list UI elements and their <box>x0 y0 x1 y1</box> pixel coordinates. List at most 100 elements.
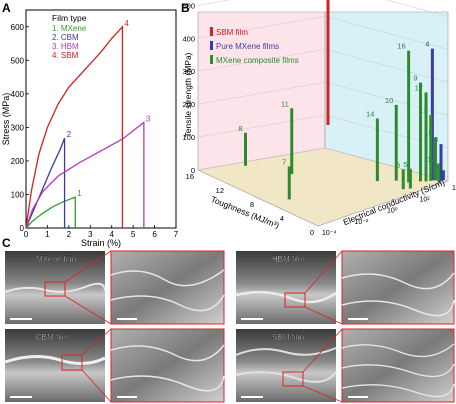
y-tick-label: 600 <box>11 23 25 32</box>
sem-texture <box>110 269 225 312</box>
bar <box>394 104 398 181</box>
z-tick-label: 200 <box>182 100 195 109</box>
bar-label: 6 <box>396 160 400 169</box>
stress-strain-chart: 0 1 2 3 4 5 6 7 0 100 200 300 400 500 600 1 2 3 4 Film ty… <box>1 9 179 248</box>
plot-frame <box>25 9 177 229</box>
series-line-3 <box>25 121 145 229</box>
series-end-label: 2 <box>67 130 72 139</box>
bar <box>287 166 291 200</box>
axis-ticks: 0 1 2 3 4 5 6 7 0 100 200 300 400 500 600 <box>11 23 179 239</box>
y-tick-label: 0 <box>20 224 25 233</box>
sem-zoom-box <box>61 354 83 371</box>
bar-label: 14 <box>366 110 374 119</box>
bar <box>439 144 443 181</box>
sem-overview-hbm <box>236 251 336 324</box>
x-tick-label: 2 <box>67 230 72 239</box>
bar <box>375 118 379 182</box>
bar <box>408 168 412 189</box>
series-end-label: 4 <box>124 19 129 28</box>
series-lines: 1 2 3 4 <box>25 19 151 229</box>
legend-entry: 2. CBM <box>52 33 79 42</box>
legend-swatch <box>210 41 213 50</box>
x-tick-label: 0 <box>310 228 314 237</box>
bar-label: 9 <box>413 74 417 83</box>
sem-texture <box>235 290 337 304</box>
bar <box>430 48 434 181</box>
sem-texture <box>341 272 455 317</box>
y-tick-label: 100 <box>11 190 25 199</box>
sem-micrographs: MXene film CBM film HBM film SBM fi <box>4 250 455 403</box>
bar <box>401 169 405 190</box>
panel-a-letter: A <box>2 1 11 15</box>
bar-label: 5 <box>403 160 407 169</box>
sem-zoom-box <box>44 281 66 297</box>
sem-detail-hbm <box>341 250 455 325</box>
x-tick-label: 8 <box>250 200 254 209</box>
zoom-connector <box>304 306 343 325</box>
bar-label: 15 <box>424 129 432 138</box>
panel-b-letter: B <box>181 1 190 15</box>
bar-label: 13 <box>419 106 427 115</box>
scale-bar <box>241 396 263 398</box>
sem-label-mxene: MXene film <box>36 255 76 264</box>
x-tick-label: 3 <box>88 230 93 239</box>
bar <box>244 132 247 166</box>
sem-label-cbm: CBM film <box>36 333 69 342</box>
grid-line <box>197 114 449 149</box>
zoom-connector <box>64 250 112 283</box>
zoom-connector <box>81 369 112 403</box>
y-tick-label: 10⁻⁴ <box>322 230 337 237</box>
y-tick-label: 10⁴ <box>452 185 456 192</box>
grid-line <box>197 48 449 83</box>
z-tick-label: 500 <box>182 1 195 10</box>
y-tick-label: 200 <box>11 157 25 166</box>
scale-bar <box>241 318 263 320</box>
bar <box>419 82 422 182</box>
sem-detail-cbm <box>110 328 225 403</box>
y-tick-label: 10⁻² <box>355 219 369 226</box>
grid-line <box>197 147 449 182</box>
legend-entry: 3. HBM <box>52 42 79 51</box>
z-axis-label: Tensile strength (MPa) <box>183 52 193 137</box>
x-tick-label: 4 <box>280 214 284 223</box>
bar-label: 16 <box>397 42 405 51</box>
sem-overview-cbm <box>5 329 105 402</box>
y-tick-label: 10⁰ <box>387 207 398 215</box>
z-tick-label: 0 <box>191 166 195 175</box>
scale-bar <box>348 318 368 320</box>
bar <box>437 164 441 181</box>
x-tick-label: 7 <box>174 230 179 239</box>
bar <box>441 170 445 181</box>
x-tick-label: 4 <box>109 230 114 239</box>
x-axis-label: Strain (%) <box>81 238 121 248</box>
sem-label-sbm: SBM film <box>272 333 304 342</box>
x-tick-label: 0 <box>24 230 29 239</box>
bar-label: 7 <box>282 157 286 166</box>
x-tick-label: 1 <box>45 230 50 239</box>
zoom-connector <box>302 328 343 373</box>
sem-texture <box>341 343 455 398</box>
bar <box>290 108 294 175</box>
zoom-connector <box>64 295 112 325</box>
legend: SBM film Pure MXene films MXene composite … <box>210 27 299 65</box>
sem-label-hbm: HBM film <box>272 255 305 264</box>
scale-bar <box>10 396 32 398</box>
legend-entry: Pure MXene films <box>216 42 279 51</box>
y-tick-label: 400 <box>11 90 25 99</box>
legend-swatch <box>210 55 213 64</box>
sem-zoom-box <box>284 292 306 308</box>
axis-ticks: 0100200300400500600048121610⁻⁴10⁻²10⁰10²… <box>182 1 456 237</box>
bar-label: 4 <box>425 40 429 49</box>
bar-label: 11 <box>281 99 289 108</box>
grid-line <box>197 16 449 50</box>
sem-texture <box>4 355 106 365</box>
series-end-label: 3 <box>146 114 151 123</box>
x-tick-label: 5 <box>131 230 136 239</box>
bars: 184312169171014131565128117 <box>238 0 445 200</box>
bar <box>434 137 437 181</box>
grid-line <box>197 0 449 17</box>
sem-zoom-box <box>282 371 304 387</box>
scale-bar <box>117 396 137 398</box>
